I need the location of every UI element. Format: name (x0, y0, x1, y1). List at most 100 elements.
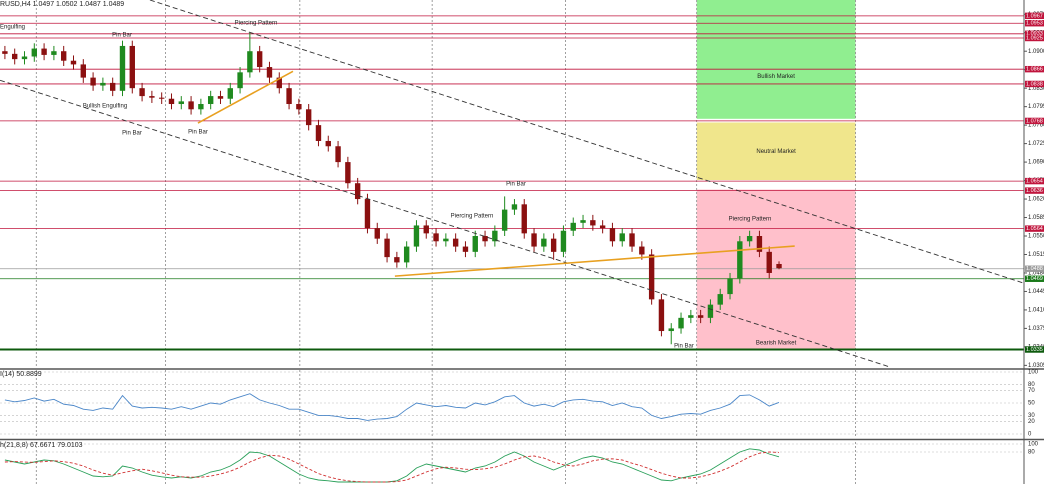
market-zone (696, 0, 856, 119)
candle-body (776, 263, 782, 269)
candle-body (188, 101, 194, 110)
candle-body (511, 204, 518, 210)
y-tick-label: 1.0445 (1028, 289, 1044, 295)
price-tag-label: 1.0925 (1026, 35, 1043, 41)
candle-body (707, 304, 714, 318)
candle-body (658, 299, 665, 332)
y-tick-label: 1.0550 (1028, 234, 1044, 240)
candle-body (766, 251, 772, 273)
candle-body (51, 51, 57, 55)
indicator-line (4, 451, 780, 483)
candle-body (109, 82, 116, 91)
zone-label: Bearish Market (756, 341, 797, 347)
y-tick-label: 1.0585 (1028, 215, 1044, 221)
trendline (197, 70, 294, 124)
price-tag-label: 1.0933 (1026, 31, 1043, 37)
candle-body (609, 228, 616, 242)
y-tick-label: 1.0795 (1028, 104, 1044, 110)
candle-body (237, 72, 243, 89)
candle-body (531, 233, 537, 247)
candle-body (452, 238, 459, 247)
y-tick-label: 1.0830 (1028, 86, 1044, 92)
candle-body (149, 96, 155, 98)
candle-body (501, 209, 508, 231)
price-tag-label: 1.0866 (1026, 67, 1043, 73)
price-tag (1025, 346, 1044, 353)
candle-body (70, 60, 77, 65)
price-tag (1025, 187, 1044, 194)
candle-body (560, 230, 567, 252)
candle-body (688, 315, 694, 318)
candle-body (21, 56, 28, 60)
y-tick-label: 50 (1028, 401, 1035, 407)
candle-body (756, 236, 763, 252)
rsi-plot (0, 370, 1024, 438)
market-zone (696, 189, 856, 350)
trendline (394, 245, 795, 277)
price-tag (1025, 117, 1044, 125)
price-tag (1025, 65, 1044, 73)
candle-body (668, 328, 674, 332)
candle-body (550, 238, 557, 252)
candle-body (198, 104, 204, 110)
price-tag (1025, 275, 1044, 282)
candle-body (305, 109, 312, 126)
price-tag-label: 1.0636 (1026, 188, 1043, 194)
price-tag-label: 1.0564 (1026, 226, 1043, 232)
candle-body (433, 233, 439, 242)
candle-body (403, 246, 410, 263)
candle-body (482, 236, 488, 242)
price-tag (1025, 34, 1044, 42)
candle-body (296, 104, 302, 110)
candle-body (266, 67, 273, 78)
candle-body (364, 199, 371, 229)
candle-body (570, 222, 576, 231)
candle-body (139, 88, 145, 97)
main-plot: Bullish Market Neutral Market Bearish Mark… (0, 0, 1024, 368)
candle-body (129, 45, 135, 89)
y-tick-label: 30 (1028, 413, 1035, 419)
candle-body (354, 183, 361, 200)
pattern-annotation: Pin Bar (188, 130, 208, 136)
pattern-annotation: Pin Bar (506, 182, 526, 188)
price-tag (1025, 80, 1044, 88)
y-tick-label: 1.0515 (1028, 252, 1044, 258)
y-tick-label: 1.0410 (1028, 308, 1044, 314)
candle-body (727, 278, 733, 295)
price-tag-label: 1.0768 (1026, 118, 1043, 124)
pattern-annotation: Pin Bar (112, 33, 132, 39)
candle-body (168, 98, 175, 105)
candle-body (2, 51, 8, 54)
price-tag-label: 1.0469 (1026, 276, 1043, 282)
candle-body (286, 88, 292, 105)
y-tick-label: 1.0725 (1028, 141, 1044, 147)
y-tick-label: 1.0760 (1028, 123, 1044, 129)
price-tag-label: 1.0838 (1026, 81, 1043, 87)
price-tag-label: 1.0488 (1026, 266, 1043, 272)
price-tag (1025, 177, 1044, 185)
candle-body (345, 162, 351, 184)
candle-body (599, 225, 606, 229)
rsi-header: I(14) 50.8899 (0, 371, 42, 378)
trendline (0, 79, 890, 368)
chart-header: RUSD,H4 1.0497 1.0502 1.0487 1.0489 (0, 1, 124, 8)
candle-body (158, 97, 165, 99)
y-tick-label: 80 (1028, 450, 1035, 456)
candle-body (335, 146, 341, 163)
trendline (149, 0, 1024, 284)
candle-body (629, 233, 635, 247)
price-tag-label: 1.0654 (1026, 179, 1043, 185)
candle-body (276, 77, 282, 89)
candle-body (374, 228, 380, 239)
y-tick-label: 1.0375 (1028, 326, 1044, 332)
candle-body (521, 204, 527, 234)
candle-body (462, 246, 469, 252)
candle-body (207, 96, 214, 105)
y-tick-label: 100 (1028, 442, 1039, 448)
candle-body (737, 241, 743, 279)
candle-body (60, 51, 67, 61)
price-tag (1025, 12, 1044, 20)
candle-body (472, 236, 478, 252)
y-tick-label: 1.0305 (1028, 363, 1044, 369)
